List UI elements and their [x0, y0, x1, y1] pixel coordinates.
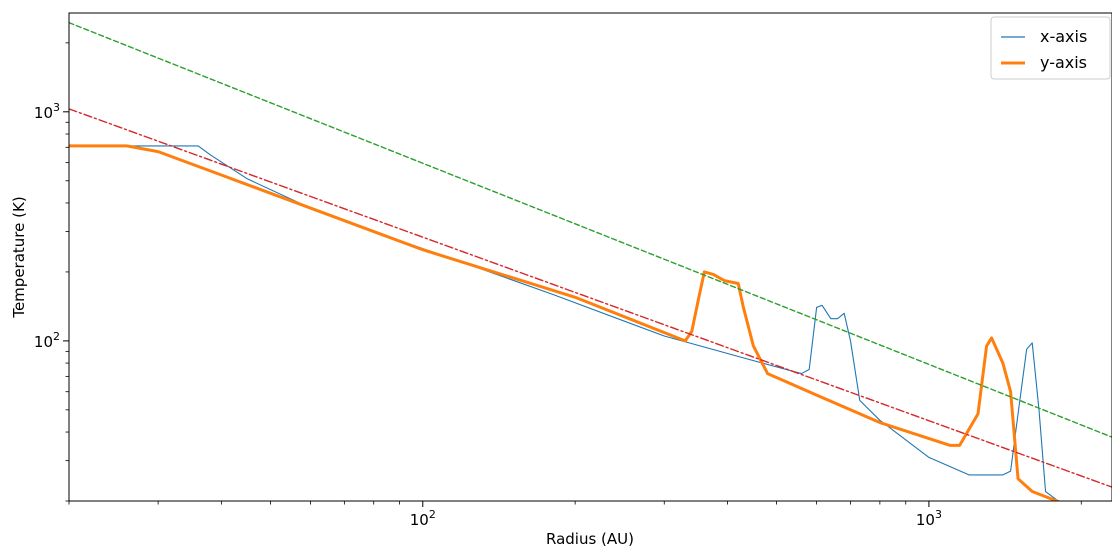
plot-frame [68, 12, 1112, 502]
x-axis-label: Radius (AU) [546, 530, 634, 548]
series-line-y-axis [69, 144, 1061, 501]
y-tick-label-102: 102 [34, 330, 60, 351]
y-axis-label: Temperature (K) [10, 196, 28, 318]
series-line-reference-2 [69, 21, 1112, 438]
x-tick-label-102: 102 [410, 508, 436, 529]
series-layer [69, 21, 1112, 501]
y-tick-label-103: 103 [34, 101, 60, 122]
x-tick-label-103: 103 [916, 508, 942, 529]
legend-label-y-axis: y-axis [1040, 53, 1087, 72]
series-line-x-axis [69, 145, 1064, 501]
legend-label-x-axis: x-axis [1040, 27, 1087, 46]
series-line-reference-3 [69, 108, 1112, 488]
legend: x-axis y-axis [990, 16, 1111, 80]
ticks-layer: 102 103 102 103 [34, 42, 1082, 529]
